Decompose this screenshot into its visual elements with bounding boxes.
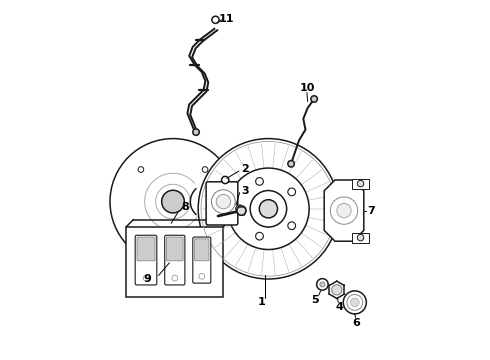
Circle shape [198,139,339,279]
Circle shape [202,167,208,172]
Circle shape [288,188,295,196]
Circle shape [143,275,149,281]
Polygon shape [324,180,364,241]
Text: 11: 11 [219,14,234,24]
Text: 7: 7 [367,206,375,216]
Circle shape [332,285,342,295]
Circle shape [256,177,263,185]
Bar [126,227,223,297]
Circle shape [221,176,229,184]
Text: 2: 2 [241,164,249,174]
Circle shape [357,234,364,241]
Circle shape [138,167,144,172]
Circle shape [228,168,309,249]
Circle shape [193,129,199,135]
Circle shape [199,274,205,279]
Circle shape [317,279,328,290]
Text: 9: 9 [144,274,152,284]
Circle shape [162,190,184,213]
Circle shape [172,275,178,281]
Circle shape [343,291,367,314]
Text: 8: 8 [182,202,190,212]
Circle shape [212,16,219,23]
FancyBboxPatch shape [206,182,238,225]
Text: 6: 6 [353,318,361,328]
Circle shape [357,180,364,187]
Circle shape [350,298,359,307]
FancyBboxPatch shape [195,239,209,261]
Circle shape [212,190,235,213]
FancyBboxPatch shape [137,237,155,261]
FancyBboxPatch shape [167,237,183,261]
Text: 1: 1 [257,297,265,307]
Circle shape [311,96,318,102]
FancyBboxPatch shape [165,235,185,285]
Circle shape [288,222,295,230]
Text: 4: 4 [336,302,343,312]
Bar [352,233,369,243]
Text: 10: 10 [299,83,315,93]
Circle shape [259,200,277,218]
Circle shape [320,282,325,287]
Circle shape [236,205,244,213]
FancyBboxPatch shape [135,235,157,285]
Circle shape [337,203,351,218]
FancyBboxPatch shape [193,237,211,283]
Circle shape [170,244,176,250]
Bar [352,179,369,189]
Circle shape [288,161,294,167]
Circle shape [110,139,236,265]
Text: 3: 3 [241,186,249,196]
Circle shape [250,190,287,227]
Circle shape [256,232,263,240]
Circle shape [216,194,231,209]
Text: 5: 5 [311,294,319,305]
Circle shape [237,206,246,215]
